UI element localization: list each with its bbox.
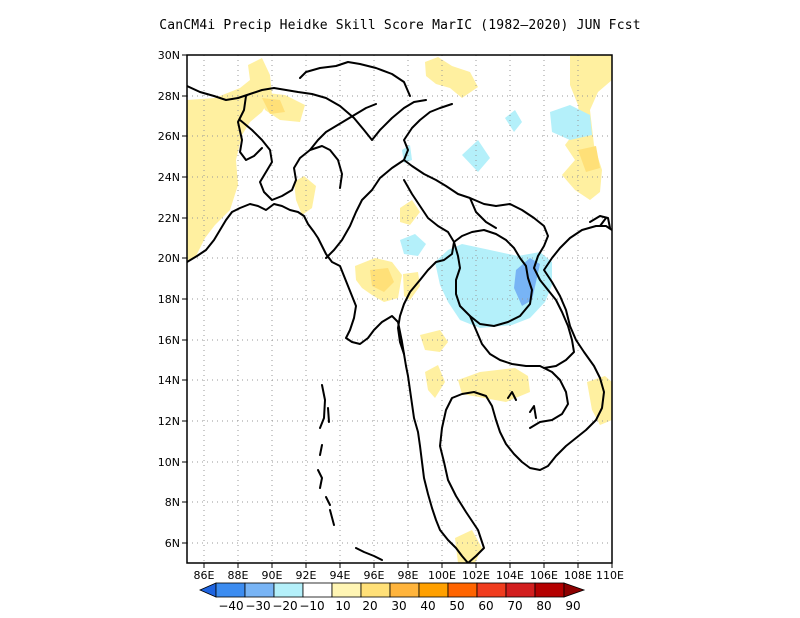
colorbar-swatch bbox=[360, 582, 391, 598]
x-tick-label: 98E bbox=[398, 569, 419, 582]
y-tick-label: 6N bbox=[165, 537, 180, 550]
x-tick-labels: 86E 88E 90E 92E 94E 96E 98E 100E 102E 10… bbox=[194, 569, 624, 582]
colorbar-swatch bbox=[505, 582, 536, 598]
y-tick-label: 28N bbox=[158, 90, 180, 103]
colorbar-swatch bbox=[273, 582, 304, 598]
y-tick-label: 18N bbox=[158, 293, 180, 306]
colorbar-label: −10 bbox=[299, 599, 324, 613]
bangladesh-border bbox=[237, 95, 343, 201]
andaman-islands bbox=[317, 384, 335, 526]
colorbar-label: 60 bbox=[478, 599, 493, 613]
colorbar-swatch bbox=[244, 582, 275, 598]
india-bangladesh-coast bbox=[187, 203, 469, 563]
negative-skill-areas bbox=[400, 105, 592, 328]
y-tick-label: 14N bbox=[158, 374, 180, 387]
colorbar-swatch bbox=[447, 582, 478, 598]
colorbar-swatch bbox=[389, 582, 420, 598]
colorbar-label: 30 bbox=[391, 599, 406, 613]
colorbar-label: 90 bbox=[565, 599, 580, 613]
colorbar-label: 70 bbox=[507, 599, 522, 613]
y-tick-label: 10N bbox=[158, 456, 180, 469]
colorbar-label: 80 bbox=[536, 599, 551, 613]
y-tick-label: 20N bbox=[158, 252, 180, 265]
x-tick-label: 88E bbox=[228, 569, 249, 582]
x-tick-label: 94E bbox=[330, 569, 351, 582]
china-border bbox=[403, 159, 607, 229]
myanmar-eastern-border bbox=[325, 103, 453, 259]
positive-skill-areas bbox=[187, 55, 612, 563]
colorbar-low-arrow bbox=[199, 582, 217, 598]
x-tick-label: 110E bbox=[596, 569, 624, 582]
y-tick-label: 22N bbox=[158, 212, 180, 225]
plot-frame bbox=[186, 54, 613, 564]
colorbar-swatch bbox=[302, 582, 333, 598]
colorbar-swatch bbox=[476, 582, 507, 598]
y-tick-labels: 30N 28N 26N 24N 22N 20N 18N 16N 14N 12N … bbox=[158, 49, 180, 550]
x-tick-label: 106E bbox=[530, 569, 558, 582]
x-tick-label: 100E bbox=[428, 569, 456, 582]
colorbar-label: 20 bbox=[362, 599, 377, 613]
colorbar-swatch bbox=[215, 582, 246, 598]
himalaya-border bbox=[187, 61, 427, 141]
x-tick-label: 90E bbox=[262, 569, 283, 582]
y-tick-label: 12N bbox=[158, 415, 180, 428]
skill-shading bbox=[187, 55, 612, 563]
stronger-positive-skill-areas bbox=[262, 98, 600, 292]
y-tick-label: 16N bbox=[158, 334, 180, 347]
y-tick-label: 30N bbox=[158, 49, 180, 62]
colorbar-label: −40 bbox=[218, 599, 243, 613]
colorbar-label: −30 bbox=[245, 599, 270, 613]
colorbar-label: 50 bbox=[449, 599, 464, 613]
colorbar-swatch bbox=[331, 582, 362, 598]
map-title: CanCM4i Precip Heidke Skill Score MarIC … bbox=[159, 18, 641, 33]
grid-lines bbox=[187, 55, 612, 563]
colorbar-label: 10 bbox=[335, 599, 350, 613]
x-tick-label: 108E bbox=[564, 569, 592, 582]
colorbar-swatch bbox=[418, 582, 449, 598]
x-ticks bbox=[203, 563, 613, 568]
colorbar-swatch bbox=[534, 582, 565, 598]
colorbar-label: 40 bbox=[420, 599, 435, 613]
x-tick-label: 96E bbox=[364, 569, 385, 582]
colorbar-label: −20 bbox=[272, 599, 297, 613]
x-tick-label: 104E bbox=[496, 569, 524, 582]
negative-skill-core bbox=[514, 258, 540, 306]
x-tick-label: 92E bbox=[296, 569, 317, 582]
y-tick-label: 8N bbox=[165, 496, 180, 509]
myanmar-thailand-border bbox=[397, 179, 455, 355]
cambodia-border bbox=[469, 315, 569, 429]
gulf-of-thailand-coast bbox=[439, 225, 612, 563]
x-tick-label: 86E bbox=[194, 569, 215, 582]
y-ticks bbox=[182, 54, 187, 544]
colorbar: −40 −30 −20 −10 10 20 30 40 50 60 70 80 … bbox=[199, 582, 586, 613]
y-tick-label: 24N bbox=[158, 171, 180, 184]
thailand-laos-border bbox=[453, 229, 533, 327]
y-tick-label: 26N bbox=[158, 130, 180, 143]
x-tick-label: 102E bbox=[462, 569, 490, 582]
sri-lanka-north bbox=[355, 547, 383, 561]
colorbar-high-arrow bbox=[563, 582, 586, 598]
northeast-india bbox=[309, 103, 377, 151]
laos-vietnam-border bbox=[495, 203, 575, 369]
coastlines-and-borders bbox=[187, 61, 612, 563]
hainan-and-islands bbox=[507, 215, 611, 419]
